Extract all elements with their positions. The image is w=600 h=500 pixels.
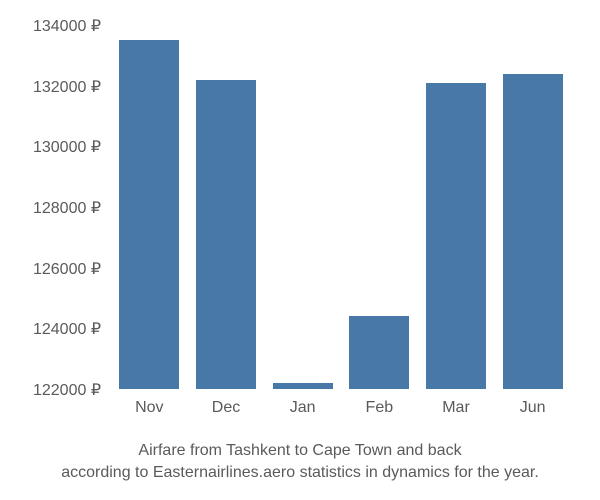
bar [119,40,179,389]
plot-area: 122000 ₽124000 ₽126000 ₽128000 ₽130000 ₽… [110,20,570,390]
x-axis-tick-label: Feb [366,389,394,417]
bar [349,316,409,389]
x-axis-tick-label: Jan [290,389,316,417]
chart-caption: Airfare from Tashkent to Cape Town and b… [0,440,600,483]
y-axis-tick-label: 130000 ₽ [33,137,111,157]
x-axis-tick-label: Nov [135,389,163,417]
y-axis-tick-label: 134000 ₽ [33,16,111,36]
x-axis-tick-label: Mar [442,389,470,417]
airfare-bar-chart: 122000 ₽ 124000 ₽ 126000 ₽ 128000 ₽ 130000 ₽… [0,0,600,500]
y-axis-tick-label: 122000 ₽ [33,380,111,400]
bar [196,80,256,389]
y-axis-tick-label: 128000 ₽ [33,198,111,218]
y-axis-tick-label: 132000 ₽ [33,77,111,97]
y-axis-tick-label: 124000 ₽ [33,319,111,339]
bars-container [111,20,570,389]
x-axis-tick-label: Jun [520,389,546,417]
bar [503,74,563,389]
y-axis-tick-label: 126000 ₽ [33,259,111,279]
x-axis-tick-label: Dec [212,389,240,417]
bar [426,83,486,389]
